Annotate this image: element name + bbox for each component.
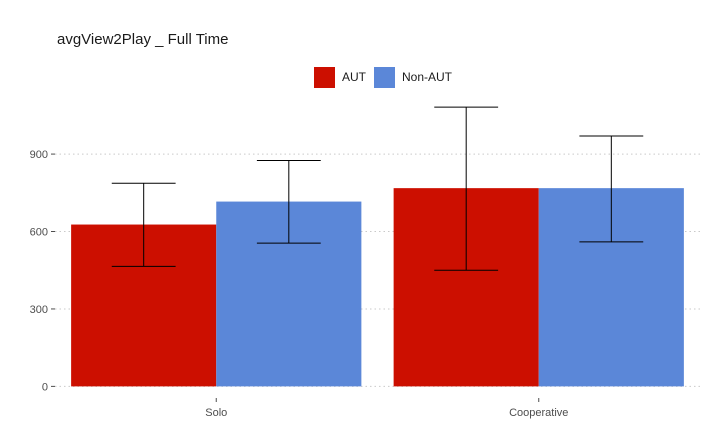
legend-key-non-aut <box>374 66 395 88</box>
y-tick-label-300: 300 <box>30 304 48 316</box>
x-tick-label-solo: Solo <box>205 407 227 419</box>
chart-title: avgView2Play _ Full Time <box>57 31 229 48</box>
y-tick-label-0: 0 <box>42 381 48 393</box>
legend-item-aut: AUT <box>314 66 366 88</box>
y-tick-label-900: 900 <box>30 149 48 161</box>
legend-item-non-aut: Non-AUT <box>374 66 453 88</box>
legend-label-non-aut: Non-AUT <box>402 70 453 84</box>
legend-label-aut: AUT <box>342 70 366 84</box>
legend-key-aut <box>314 66 335 88</box>
legend: AUT Non-AUT <box>314 66 460 88</box>
y-tick-label-600: 600 <box>30 227 48 239</box>
x-tick-label-cooperative: Cooperative <box>509 407 568 419</box>
